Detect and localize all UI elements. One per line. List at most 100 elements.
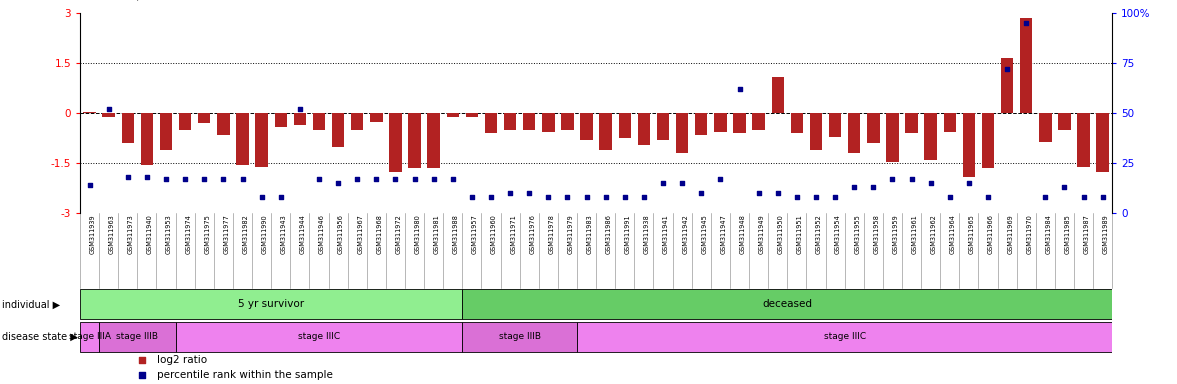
Text: GSM311979: GSM311979 xyxy=(567,215,573,254)
Bar xyxy=(1097,113,1109,172)
Point xyxy=(80,182,99,188)
Point xyxy=(347,176,366,182)
Text: GSM311972: GSM311972 xyxy=(395,215,401,255)
Point xyxy=(481,194,500,200)
Point xyxy=(272,194,291,200)
Text: GSM311971: GSM311971 xyxy=(510,215,517,254)
Point xyxy=(133,358,152,364)
Point xyxy=(902,176,920,182)
Point xyxy=(845,184,864,190)
Bar xyxy=(543,113,554,132)
Point xyxy=(577,194,596,200)
Text: GSM311974: GSM311974 xyxy=(185,215,191,255)
Point xyxy=(291,106,310,113)
Bar xyxy=(1020,18,1032,113)
Bar xyxy=(370,113,383,122)
Point xyxy=(597,194,616,200)
Text: stage IIIC: stage IIIC xyxy=(824,333,866,341)
Point xyxy=(711,176,730,182)
Bar xyxy=(332,113,345,147)
Point xyxy=(138,174,157,180)
Point xyxy=(806,194,825,200)
Text: GSM311985: GSM311985 xyxy=(1064,215,1070,255)
Point xyxy=(1036,194,1055,200)
Text: GSM311969: GSM311969 xyxy=(1008,215,1013,254)
Bar xyxy=(504,113,517,130)
Bar xyxy=(293,113,306,125)
Point xyxy=(769,190,787,196)
Bar xyxy=(982,113,995,168)
Point xyxy=(424,176,443,182)
Bar xyxy=(963,113,975,177)
Text: GSM311989: GSM311989 xyxy=(1103,215,1109,254)
Bar xyxy=(141,113,153,165)
Point xyxy=(463,194,481,200)
Text: GSM311944: GSM311944 xyxy=(300,215,306,255)
Point xyxy=(787,194,806,200)
Bar xyxy=(179,113,192,130)
Text: stage IIIB: stage IIIB xyxy=(499,333,540,341)
Text: GSM311982: GSM311982 xyxy=(242,215,248,255)
Bar xyxy=(886,113,899,162)
Text: stage IIIC: stage IIIC xyxy=(298,333,340,341)
Text: GSM311986: GSM311986 xyxy=(606,215,612,255)
Text: GSM311990: GSM311990 xyxy=(261,215,267,254)
Point xyxy=(539,194,558,200)
Text: GSM311943: GSM311943 xyxy=(281,215,287,254)
Bar xyxy=(924,113,937,160)
Text: GSM311950: GSM311950 xyxy=(778,215,784,255)
Bar xyxy=(847,113,860,153)
Text: deceased: deceased xyxy=(763,299,812,310)
Bar xyxy=(810,113,823,150)
Text: GSM311991: GSM311991 xyxy=(625,215,631,254)
Bar xyxy=(676,113,689,153)
Text: GSM311962: GSM311962 xyxy=(931,215,937,255)
Bar xyxy=(696,113,707,135)
Text: GSM311959: GSM311959 xyxy=(892,215,898,254)
Text: GSM311960: GSM311960 xyxy=(491,215,497,255)
Point xyxy=(119,174,138,180)
Bar xyxy=(99,322,175,352)
Bar xyxy=(255,113,268,167)
Point xyxy=(998,66,1017,73)
Text: GSM311942: GSM311942 xyxy=(683,215,689,255)
Bar xyxy=(218,113,230,135)
Text: GSM311946: GSM311946 xyxy=(319,215,325,255)
Point xyxy=(386,176,405,182)
Text: GSM311958: GSM311958 xyxy=(873,215,879,255)
Point xyxy=(959,180,978,186)
Text: stage IIIB: stage IIIB xyxy=(117,333,159,341)
Text: stage IIIA: stage IIIA xyxy=(68,333,111,341)
Bar xyxy=(1039,113,1051,142)
Point xyxy=(500,190,519,196)
Bar xyxy=(752,113,765,130)
Text: GSM311981: GSM311981 xyxy=(433,215,440,254)
Bar xyxy=(175,322,463,352)
Text: log2 ratio: log2 ratio xyxy=(158,356,207,366)
Text: GSM311963: GSM311963 xyxy=(108,215,114,254)
Bar xyxy=(466,113,478,117)
Point xyxy=(864,184,883,190)
Bar xyxy=(237,113,248,165)
Point xyxy=(195,176,214,182)
Text: percentile rank within the sample: percentile rank within the sample xyxy=(158,370,333,380)
Text: GSM311976: GSM311976 xyxy=(530,215,536,255)
Point xyxy=(634,194,653,200)
Point xyxy=(328,180,347,186)
Text: GSM311957: GSM311957 xyxy=(472,215,478,255)
Bar xyxy=(791,113,803,133)
Point xyxy=(922,180,940,186)
Point xyxy=(940,194,959,200)
Point xyxy=(133,372,152,378)
Bar xyxy=(408,113,420,168)
Point xyxy=(1093,194,1112,200)
Text: GSM311967: GSM311967 xyxy=(357,215,364,255)
Bar xyxy=(657,113,670,140)
Text: GSM311938: GSM311938 xyxy=(644,215,650,254)
Text: GSM311945: GSM311945 xyxy=(701,215,707,255)
Bar xyxy=(84,112,95,113)
Bar xyxy=(160,113,172,150)
Point xyxy=(367,176,386,182)
Text: GSM311956: GSM311956 xyxy=(338,215,344,255)
Bar xyxy=(121,113,134,143)
